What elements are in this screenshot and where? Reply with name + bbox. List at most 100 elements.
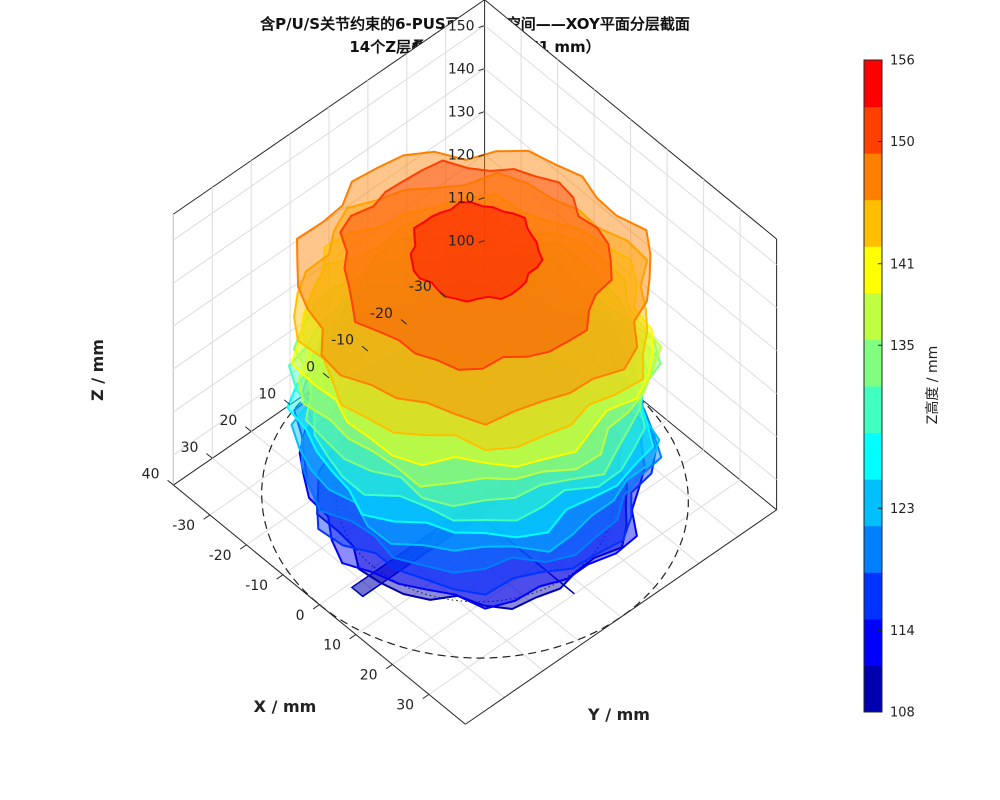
layer-contour-z111 xyxy=(290,280,661,553)
grid-line-y-floor xyxy=(319,389,631,606)
x-tick-mark xyxy=(167,479,174,486)
z-tick-mark xyxy=(478,111,485,115)
layer-contour-z127 xyxy=(297,212,663,488)
colorbar: 108 114 123 135 141 150 156 xyxy=(863,54,915,721)
colorbar-band xyxy=(864,153,882,201)
x-tick-mark xyxy=(439,292,447,298)
colorbar-band xyxy=(864,572,882,620)
layer-contours xyxy=(286,149,663,610)
colorbar-band xyxy=(864,60,882,108)
grid-line-y-floor xyxy=(209,300,522,516)
colorbar-label: Z高度 / mm xyxy=(924,346,941,424)
x-tick-label: -30 xyxy=(409,279,432,295)
y-tick-label: 20 xyxy=(360,668,378,684)
colorbar-band xyxy=(864,292,882,340)
grid-line-y-floor xyxy=(355,419,668,635)
y-tick-mark xyxy=(203,514,211,520)
grid-line-z-wall xyxy=(173,111,485,327)
colorbar-band xyxy=(864,665,882,713)
grid-line-z-wall xyxy=(484,111,777,352)
x-tick-label: -20 xyxy=(370,306,393,322)
front-edge xyxy=(465,509,777,725)
grid-line-z-wall xyxy=(173,197,485,413)
y-tick-label: 0 xyxy=(296,608,305,624)
z-tick-label: 130 xyxy=(448,105,475,121)
z-tick-mark xyxy=(478,25,485,29)
z-tick-mark xyxy=(478,240,485,244)
colorbar-band xyxy=(864,386,882,434)
colorbar-tick-label: 150 xyxy=(890,135,915,150)
y-tick-label: -30 xyxy=(172,518,195,534)
colorbar-frame xyxy=(863,59,883,713)
grid-line-z-wall xyxy=(484,68,777,309)
x-tick-label: -10 xyxy=(331,333,354,349)
colorbar-tick-label: 114 xyxy=(890,624,915,639)
colorbar-band xyxy=(864,199,882,247)
floor-circle-dashed xyxy=(261,336,689,659)
x-tick-mark xyxy=(400,319,408,325)
layer-contour-z147 xyxy=(339,159,613,371)
colorbar-tick-label: 141 xyxy=(890,257,915,272)
x-tick-mark xyxy=(283,399,291,406)
colorbar-tick-label: 156 xyxy=(890,54,915,69)
grid-line-y-floor xyxy=(392,449,704,665)
layer-contour-z150 xyxy=(409,201,544,303)
colorbar-band xyxy=(864,339,882,387)
grid-line-z-wall xyxy=(173,25,485,241)
x-tick-mark xyxy=(206,453,213,459)
axis-ticks: -30 -20 -10 0 10 20 30 40 -30 -20 -10 0 10 20 30 100 110… xyxy=(142,19,485,714)
x-tick-label: 10 xyxy=(258,386,276,402)
grid-line-z-wall xyxy=(173,68,485,284)
y-tick-label: 10 xyxy=(323,638,341,654)
y-tick-mark xyxy=(385,664,393,670)
y-tick-mark xyxy=(239,544,247,550)
layer-contour-z99 xyxy=(298,339,646,610)
layer-contour-z131 xyxy=(290,193,655,468)
colorbar-band xyxy=(864,525,882,573)
x-tick-mark xyxy=(322,372,330,379)
z-tick-label: 120 xyxy=(448,148,475,164)
y-tick-label: -20 xyxy=(209,548,232,564)
y-tick-mark xyxy=(276,574,284,580)
y-tick-mark xyxy=(349,634,357,640)
colorbar-band xyxy=(864,618,882,666)
y-axis-label: Y / mm xyxy=(587,705,650,724)
colorbar-band xyxy=(864,246,882,294)
z-tick-label: 110 xyxy=(448,191,475,207)
z-tick-label: 150 xyxy=(448,19,475,35)
grid-line-z-wall xyxy=(484,154,777,395)
colorbar-band xyxy=(864,479,882,527)
z-tick-label: 100 xyxy=(448,234,475,250)
x-tick-label: 40 xyxy=(142,467,160,483)
colorbar-tick-label: 123 xyxy=(890,502,915,517)
x-tick-mark xyxy=(361,345,369,352)
layer-contour-z143 xyxy=(296,149,652,426)
grid-line-z-wall xyxy=(484,25,777,266)
y-tick-mark xyxy=(422,693,430,700)
colorbar-tick-label: 135 xyxy=(890,339,915,354)
z-tick-label: 140 xyxy=(448,62,475,78)
colorbar-band xyxy=(864,106,882,154)
z-tick-mark xyxy=(478,154,485,158)
layer-contour-z95 xyxy=(316,364,628,610)
grid-line-y-floor xyxy=(246,330,558,546)
z-tick-mark xyxy=(478,197,485,201)
y-tick-mark xyxy=(312,604,320,610)
x-tick-label: 20 xyxy=(219,413,237,429)
floor-circles xyxy=(261,336,689,659)
colorbar-tick-label: 108 xyxy=(890,706,915,721)
colorbar-band xyxy=(864,432,882,480)
y-tick-label: -10 xyxy=(245,578,268,594)
z-axis-label: Z / mm xyxy=(88,339,107,401)
grid-line-z-wall xyxy=(173,240,485,456)
y-tick-label: 30 xyxy=(396,698,414,714)
floor-circle-dotted xyxy=(335,392,615,603)
grid-line-z-wall xyxy=(173,154,485,370)
x-tick-mark xyxy=(245,426,252,432)
layer-contour-z103 xyxy=(293,318,657,596)
z-tick-mark xyxy=(478,68,485,72)
x-axis-label: X / mm xyxy=(254,697,317,716)
x-tick-label: 0 xyxy=(306,360,315,376)
x-tick-label: 30 xyxy=(181,440,199,456)
